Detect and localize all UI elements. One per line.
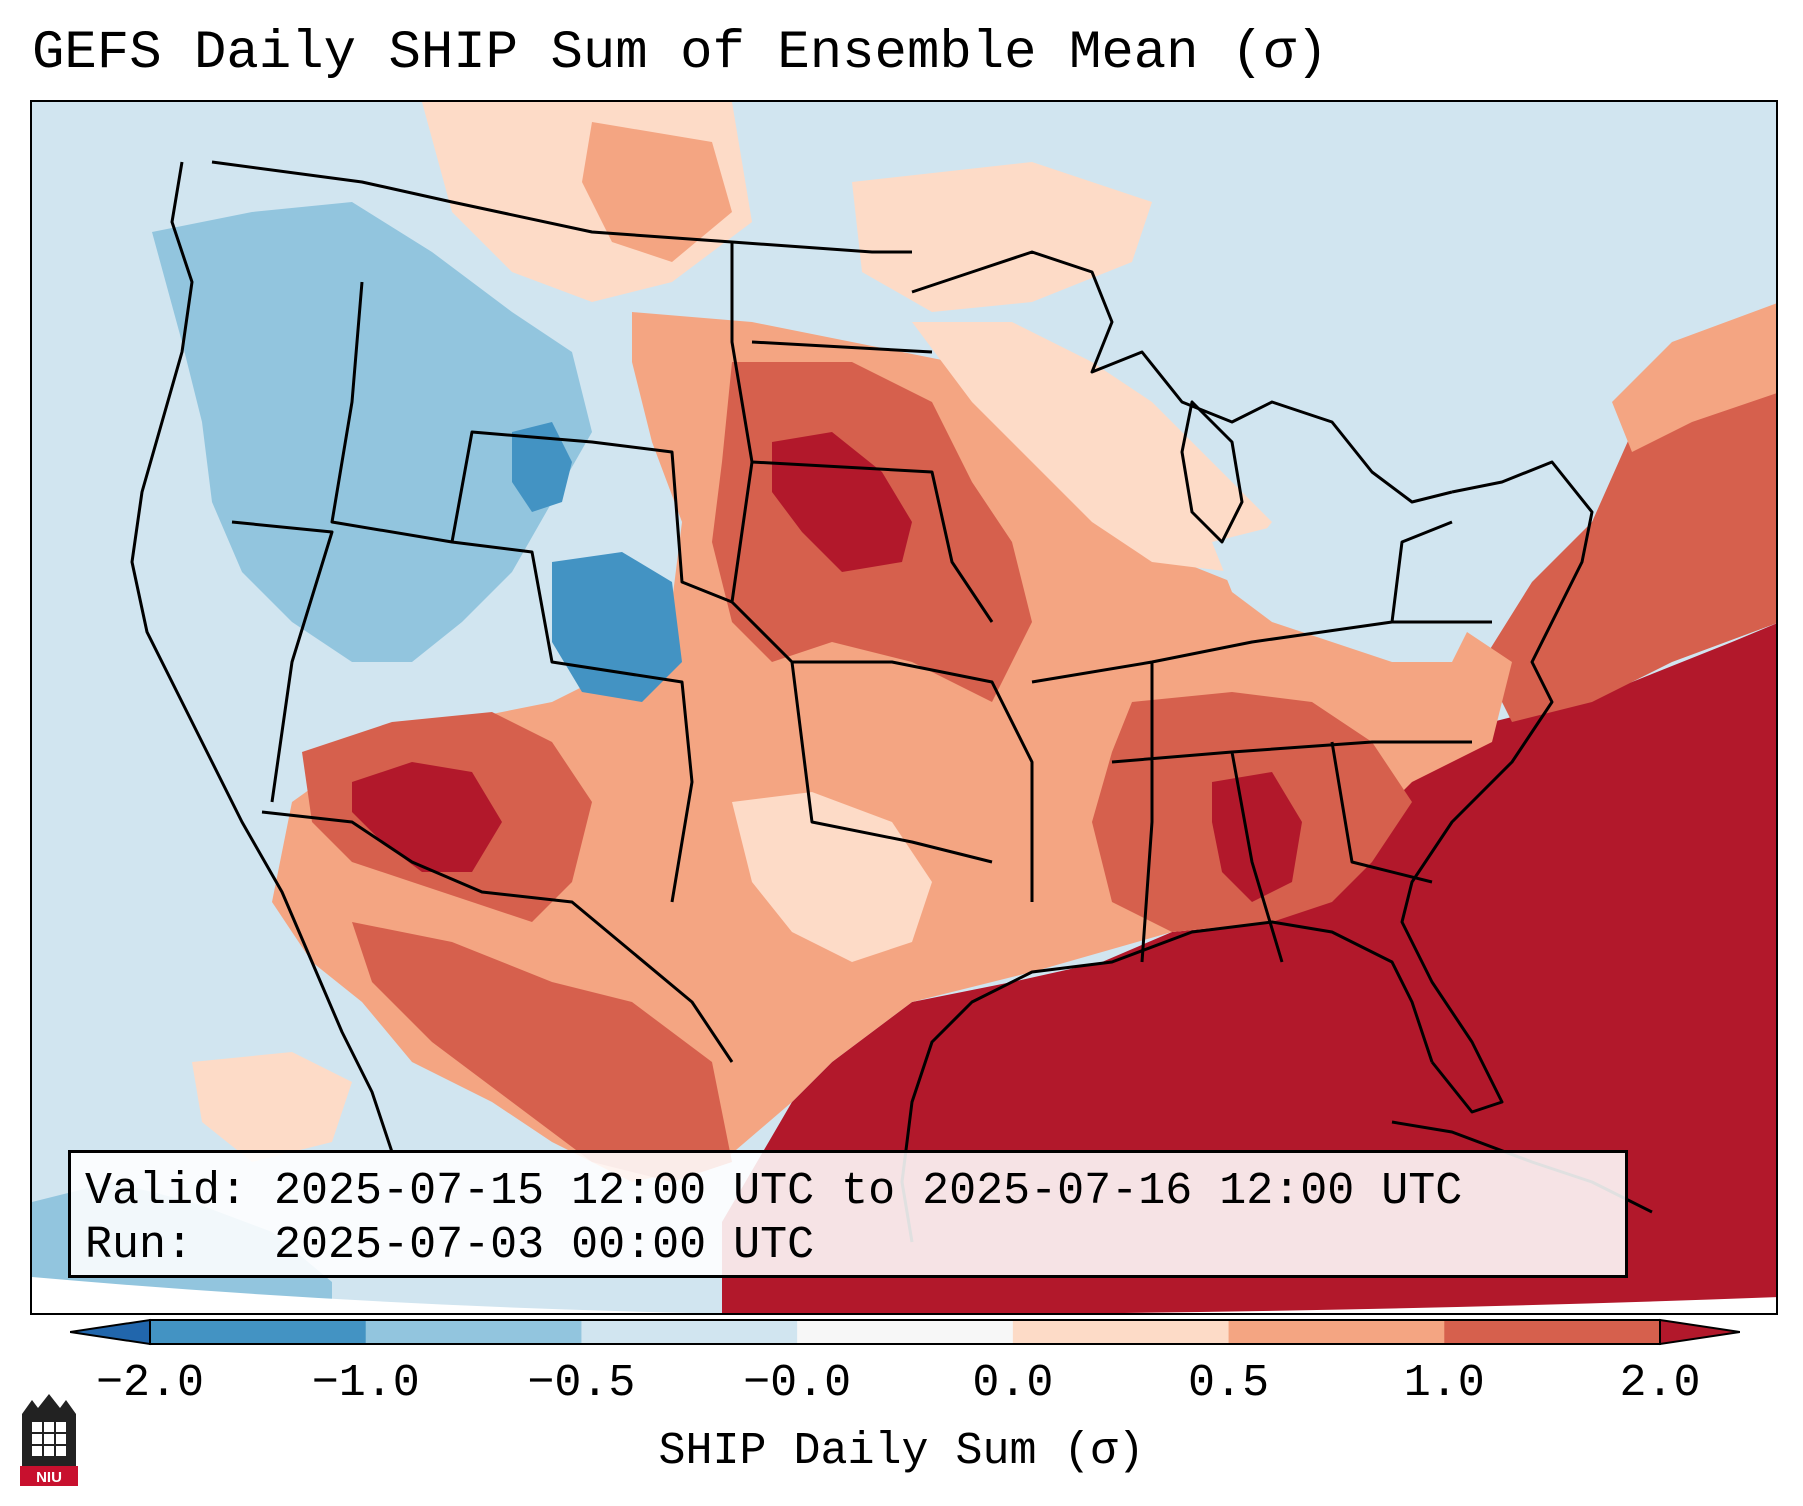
colorbar-tick-label: 0.5 xyxy=(1188,1358,1270,1409)
state-lines-east xyxy=(1031,520,1492,963)
colorbar-tick-label: −2.0 xyxy=(95,1358,205,1409)
colorbar-bin xyxy=(150,1320,367,1344)
west-coastline xyxy=(130,161,394,1153)
gulf-coastline xyxy=(900,920,1434,1243)
colorbar-bins xyxy=(70,1318,1740,1346)
dakota-extreme-core xyxy=(772,432,912,572)
colorbar-tick-label: −0.0 xyxy=(743,1358,852,1409)
logo-text: NIU xyxy=(36,1469,62,1486)
run-label: Run: xyxy=(85,1220,194,1271)
great-lakes-outline xyxy=(911,250,1453,504)
ontario-warm-region xyxy=(852,162,1152,312)
map-title: GEFS Daily SHIP Sum of Ensemble Mean (σ) xyxy=(32,23,1329,84)
colorbar-bin xyxy=(581,1320,798,1344)
alabama-extreme-core xyxy=(1212,772,1302,902)
pacific-warm-patch xyxy=(192,1052,352,1162)
colorbar-ticks: −2.0 −1.0 −0.5 −0.0 0.0 0.5 1.0 2.0 xyxy=(0,1358,1803,1418)
atlantic-extreme-region xyxy=(722,623,1776,1313)
colorbar-over-extend xyxy=(1659,1318,1740,1346)
anomaly-map xyxy=(32,102,1776,1313)
ohio-valley-neg-region xyxy=(1212,522,1472,662)
colorbar-tick-label: −1.0 xyxy=(311,1358,420,1409)
niu-logo: NIU xyxy=(20,1394,78,1486)
northeast-warm-region xyxy=(1482,373,1776,722)
logo-badge xyxy=(20,1466,78,1486)
colorbar-bin xyxy=(1228,1320,1445,1344)
map-domain-edge xyxy=(32,1277,1776,1313)
canada-us-border xyxy=(211,160,912,254)
colorbar-tick-label: 0.0 xyxy=(972,1358,1054,1409)
canada-high-patch xyxy=(582,122,732,262)
colorbar-bin xyxy=(1444,1320,1661,1344)
lake-michigan-outline xyxy=(1180,400,1244,544)
mexico-high-region xyxy=(352,922,732,1182)
utah-neg-core xyxy=(552,552,682,702)
mexico-border xyxy=(261,810,734,1063)
arizona-extreme-core xyxy=(352,762,502,872)
valid-label: Valid: xyxy=(85,1166,248,1217)
east-coastline xyxy=(1400,460,1594,1114)
colorbar-label: SHIP Daily Sum (σ) xyxy=(658,1426,1145,1477)
valid-time-range: 2025-07-15 12:00 UTC to 2025-07-16 12:00… xyxy=(274,1166,1463,1217)
valid-run-info-box: Valid: 2025-07-15 12:00 UTC to 2025-07-1… xyxy=(68,1150,1628,1278)
central-warm-region xyxy=(272,312,1512,1182)
colorbar-outline xyxy=(149,1319,1661,1345)
state-lines-west xyxy=(231,281,733,903)
colorbar-bin xyxy=(797,1320,1014,1344)
run-time: 2025-07-03 00:00 UTC xyxy=(274,1220,815,1271)
colorbar xyxy=(70,1318,1740,1346)
map-panel xyxy=(30,100,1778,1315)
state-lines-central xyxy=(730,242,1034,902)
northeast-light-warm xyxy=(1612,303,1776,452)
colorbar-bin xyxy=(1012,1320,1230,1344)
colorbar-tick-label: 1.0 xyxy=(1403,1358,1485,1409)
great-lakes-light-region xyxy=(912,322,1272,572)
idaho-neg-core xyxy=(512,422,572,512)
colorbar-tick-label: −0.5 xyxy=(527,1358,636,1409)
colorbar-tick-label: 2.0 xyxy=(1619,1358,1701,1409)
colorbar-bin xyxy=(365,1320,582,1344)
colorbar-under-extend xyxy=(70,1318,151,1346)
